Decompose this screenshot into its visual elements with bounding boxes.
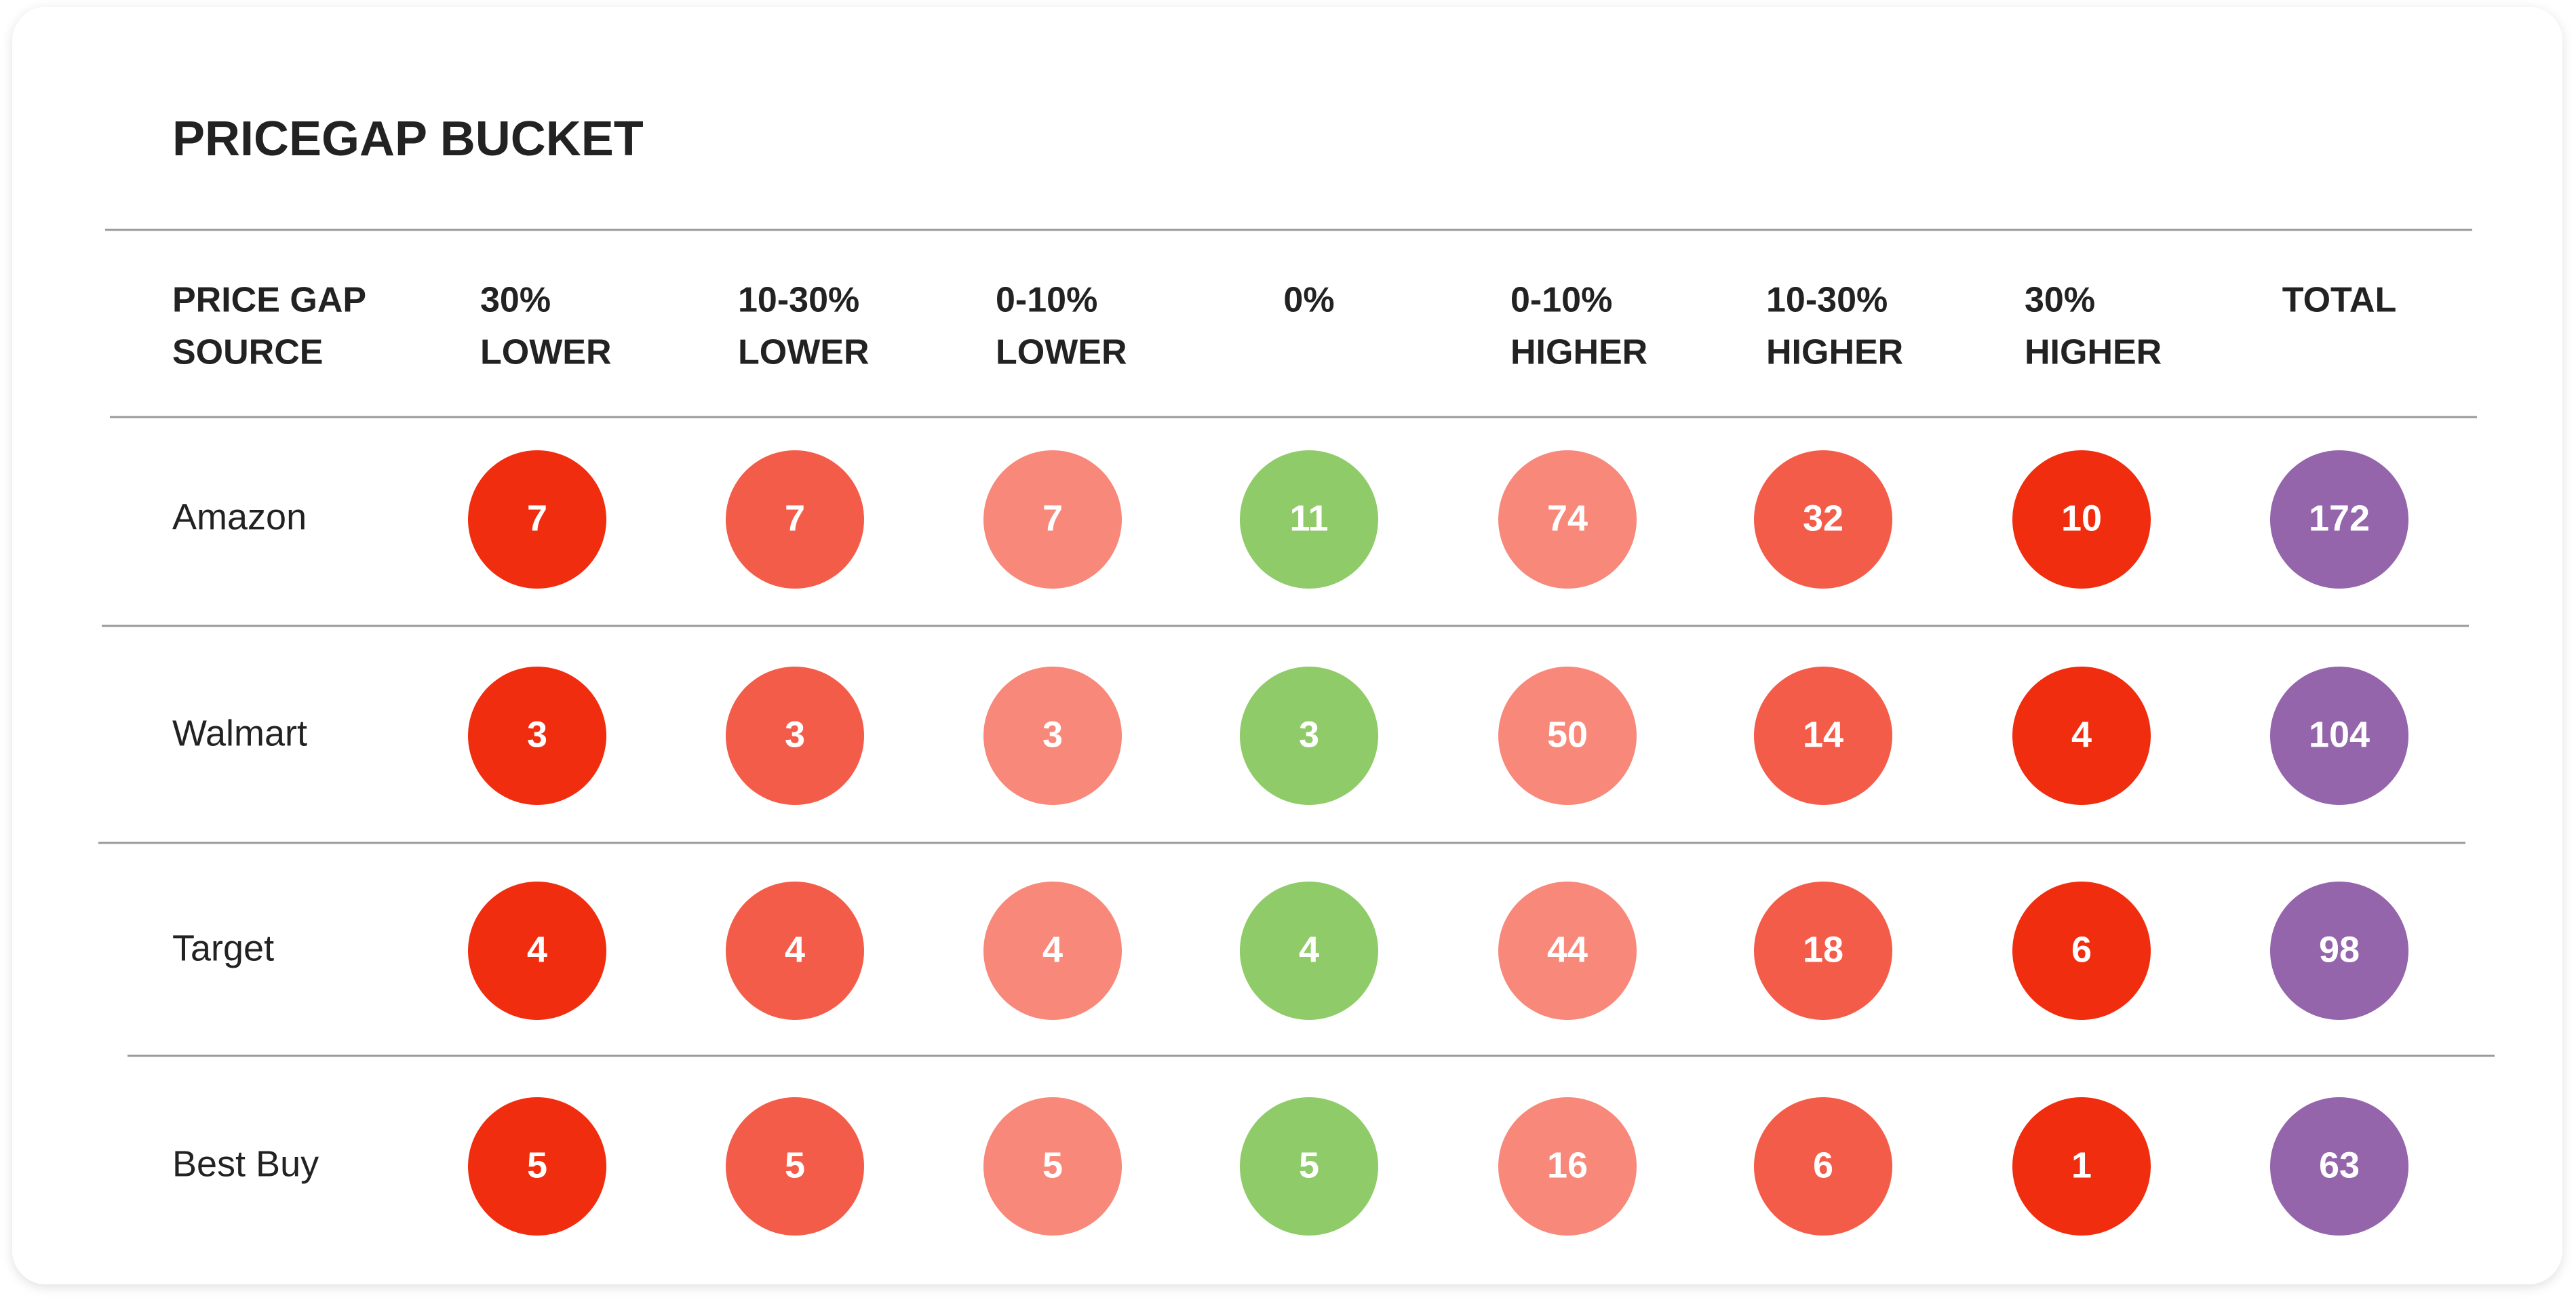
bucket-count: 5 (527, 1145, 547, 1185)
bucket-count: 7 (527, 498, 547, 538)
card-background (12, 7, 2562, 1284)
bucket-count: 3 (785, 714, 805, 755)
bucket-badge (2012, 450, 2151, 589)
source-name: Amazon (172, 496, 307, 537)
table: PRICE GAPSOURCE30%LOWER10-30%LOWER0-10%L… (172, 281, 2408, 1236)
bucket-badge (726, 1097, 864, 1236)
bucket-badge (1240, 882, 1378, 1020)
column-header: SOURCE (172, 333, 323, 372)
bucket-count: 3 (1042, 714, 1063, 755)
bucket-count: 16 (1547, 1145, 1588, 1185)
bucket-count: 32 (1803, 498, 1843, 538)
bucket-badge (726, 882, 864, 1020)
bucket-count: 4 (785, 929, 805, 970)
column-header: LOWER (738, 333, 870, 372)
column-header: HIGHER (1510, 333, 1647, 372)
source-name: Best Buy (172, 1143, 319, 1184)
column-header: HIGHER (1766, 333, 1903, 372)
bucket-badge (2270, 1097, 2408, 1236)
bucket-badge (726, 450, 864, 589)
bucket-badge (1754, 882, 1892, 1020)
card-title: PRICEGAP BUCKET (172, 112, 644, 166)
bucket-badge (2012, 1097, 2151, 1236)
bucket-count: 11 (1289, 498, 1328, 538)
source-name: Walmart (172, 713, 307, 753)
bucket-count: 4 (2071, 714, 2092, 755)
bucket-badge (983, 450, 1122, 589)
bucket-count: 4 (1299, 929, 1319, 970)
column-header: PRICE GAP (172, 281, 366, 320)
bucket-count: 98 (2319, 929, 2360, 970)
bucket-count: 6 (2071, 929, 2092, 970)
bucket-badge (1240, 450, 1378, 589)
bucket-badge (983, 667, 1122, 805)
bucket-count: 1 (2071, 1145, 2092, 1185)
bucket-badge (2270, 450, 2408, 589)
bucket-badge (1498, 667, 1637, 805)
bucket-count: 7 (1042, 498, 1063, 538)
bucket-count: 5 (785, 1145, 805, 1185)
bucket-count: 3 (527, 714, 547, 755)
column-header: 0-10% (996, 281, 1097, 320)
bucket-count: 7 (785, 498, 805, 538)
bucket-badge (1498, 882, 1637, 1020)
source-name: Target (172, 928, 274, 968)
bucket-badge (1754, 667, 1892, 805)
column-header: 10-30% (738, 281, 859, 320)
bucket-badge (2012, 882, 2151, 1020)
bucket-count: 63 (2319, 1145, 2360, 1185)
bucket-count: 50 (1547, 714, 1588, 755)
column-header: LOWER (480, 333, 612, 372)
column-header: 30% (480, 281, 551, 320)
bucket-badge (1240, 1097, 1378, 1236)
bucket-count: 18 (1803, 929, 1843, 970)
bucket-count: 6 (1813, 1145, 1833, 1185)
bucket-badge (1498, 450, 1637, 589)
bucket-badge (983, 882, 1122, 1020)
column-header: 10-30% (1766, 281, 1888, 320)
bucket-count: 74 (1547, 498, 1588, 538)
bucket-badge (726, 667, 864, 805)
bucket-badge (1240, 667, 1378, 805)
bucket-count: 14 (1803, 714, 1843, 755)
column-header: HIGHER (2025, 333, 2162, 372)
column-header: 30% (2025, 281, 2095, 320)
bucket-badge (2270, 882, 2408, 1020)
bucket-badge (1754, 450, 1892, 589)
bucket-badge (468, 1097, 606, 1236)
bucket-badge (1498, 1097, 1637, 1236)
column-header: TOTAL (2282, 281, 2397, 320)
bucket-count: 5 (1042, 1145, 1063, 1185)
bucket-badge (2012, 667, 2151, 805)
column-header: 0-10% (1510, 281, 1612, 320)
bucket-count: 5 (1299, 1145, 1319, 1185)
column-header: LOWER (996, 333, 1127, 372)
bucket-badge (2270, 667, 2408, 805)
bucket-badge (468, 667, 606, 805)
bucket-badge (983, 1097, 1122, 1236)
column-header: 0% (1283, 281, 1334, 320)
bucket-count: 4 (527, 929, 547, 970)
bucket-count: 3 (1299, 714, 1319, 755)
bucket-count: 172 (2309, 498, 2370, 538)
bucket-badge (468, 882, 606, 1020)
bucket-count: 10 (2061, 498, 2102, 538)
bucket-badge (468, 450, 606, 589)
bucket-count: 44 (1547, 929, 1588, 970)
bucket-badge (1754, 1097, 1892, 1236)
bucket-count: 4 (1042, 929, 1063, 970)
bucket-count: 104 (2309, 714, 2370, 755)
